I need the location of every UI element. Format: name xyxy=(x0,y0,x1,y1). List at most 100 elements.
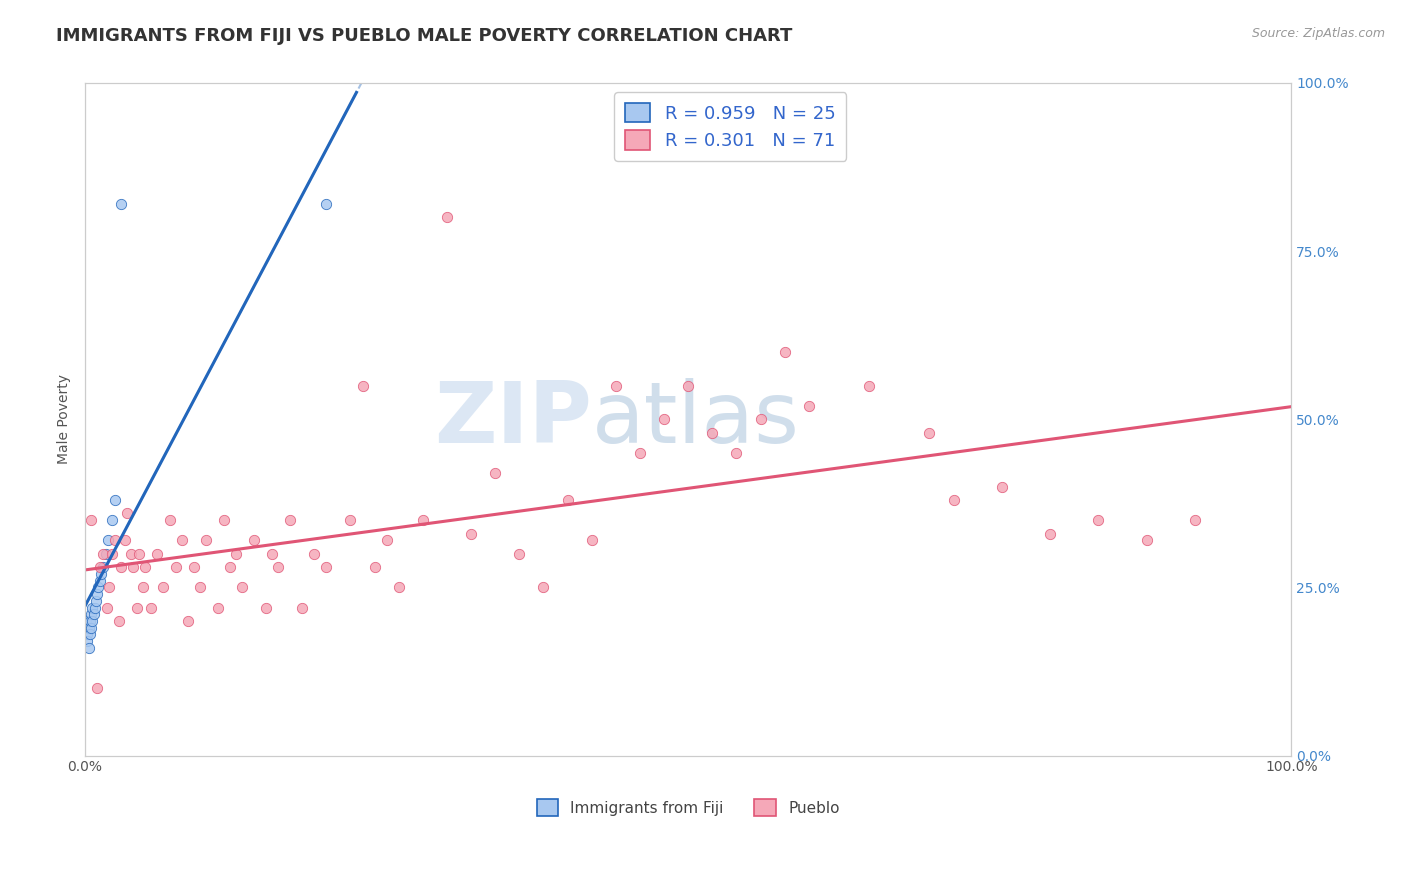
Point xyxy=(76,634,98,648)
Point xyxy=(128,547,150,561)
Text: ZIP: ZIP xyxy=(434,377,592,461)
Point xyxy=(243,533,266,548)
Point xyxy=(77,621,100,635)
Point xyxy=(76,627,98,641)
Point xyxy=(291,600,314,615)
Y-axis label: Male Poverty: Male Poverty xyxy=(58,375,72,464)
Point xyxy=(120,547,142,561)
Point xyxy=(278,513,301,527)
Point xyxy=(87,581,110,595)
Point xyxy=(114,533,136,548)
Point xyxy=(557,493,579,508)
Point xyxy=(89,574,111,588)
Point xyxy=(132,581,155,595)
Point xyxy=(125,600,148,615)
Point xyxy=(89,560,111,574)
Point xyxy=(108,614,131,628)
Point xyxy=(508,547,530,561)
Point xyxy=(363,560,385,574)
Point xyxy=(315,197,337,211)
Point xyxy=(79,614,101,628)
Point xyxy=(176,614,198,628)
Point xyxy=(1184,513,1206,527)
Point xyxy=(773,345,796,359)
Point xyxy=(267,560,290,574)
Point xyxy=(96,600,118,615)
Point xyxy=(80,621,103,635)
Point xyxy=(165,560,187,574)
Point xyxy=(110,560,132,574)
Point xyxy=(183,560,205,574)
Point xyxy=(84,594,107,608)
Point xyxy=(375,533,398,548)
Point xyxy=(152,581,174,595)
Point xyxy=(991,479,1014,493)
Point xyxy=(460,526,482,541)
Point xyxy=(104,493,127,508)
Point xyxy=(702,425,724,440)
Point xyxy=(212,513,235,527)
Legend: Immigrants from Fiji, Pueblo: Immigrants from Fiji, Pueblo xyxy=(530,793,845,822)
Point xyxy=(231,581,253,595)
Point xyxy=(80,607,103,622)
Point xyxy=(100,547,122,561)
Point xyxy=(436,211,458,225)
Point xyxy=(749,412,772,426)
Point xyxy=(94,547,117,561)
Point xyxy=(170,533,193,548)
Point xyxy=(484,466,506,480)
Point xyxy=(352,378,374,392)
Point xyxy=(628,446,651,460)
Point xyxy=(83,607,105,622)
Point xyxy=(82,614,104,628)
Point xyxy=(339,513,361,527)
Point xyxy=(100,513,122,527)
Point xyxy=(98,581,121,595)
Point xyxy=(82,600,104,615)
Point xyxy=(581,533,603,548)
Text: atlas: atlas xyxy=(592,377,800,461)
Point xyxy=(652,412,675,426)
Point xyxy=(207,600,229,615)
Point xyxy=(117,507,139,521)
Point xyxy=(86,587,108,601)
Point xyxy=(254,600,277,615)
Point xyxy=(75,614,97,628)
Point xyxy=(225,547,247,561)
Point xyxy=(858,378,880,392)
Point xyxy=(188,581,211,595)
Point xyxy=(605,378,627,392)
Point xyxy=(80,513,103,527)
Point xyxy=(388,581,411,595)
Point xyxy=(725,446,748,460)
Point xyxy=(104,533,127,548)
Point xyxy=(218,560,240,574)
Point xyxy=(533,581,555,595)
Point xyxy=(797,399,820,413)
Point xyxy=(122,560,145,574)
Point xyxy=(159,513,181,527)
Point xyxy=(77,640,100,655)
Point xyxy=(315,560,337,574)
Point xyxy=(918,425,941,440)
Point xyxy=(110,197,132,211)
Point xyxy=(260,547,283,561)
Point xyxy=(146,547,169,561)
Point xyxy=(194,533,217,548)
Point xyxy=(79,627,101,641)
Point xyxy=(90,566,112,581)
Point xyxy=(304,547,326,561)
Point xyxy=(676,378,699,392)
Point xyxy=(1039,526,1062,541)
Point xyxy=(141,600,163,615)
Point xyxy=(1135,533,1157,548)
Text: Source: ZipAtlas.com: Source: ZipAtlas.com xyxy=(1251,27,1385,40)
Point xyxy=(134,560,156,574)
Point xyxy=(91,560,114,574)
Point xyxy=(97,533,120,548)
Point xyxy=(942,493,965,508)
Point xyxy=(83,600,105,615)
Point xyxy=(1087,513,1109,527)
Point xyxy=(412,513,434,527)
Point xyxy=(91,547,114,561)
